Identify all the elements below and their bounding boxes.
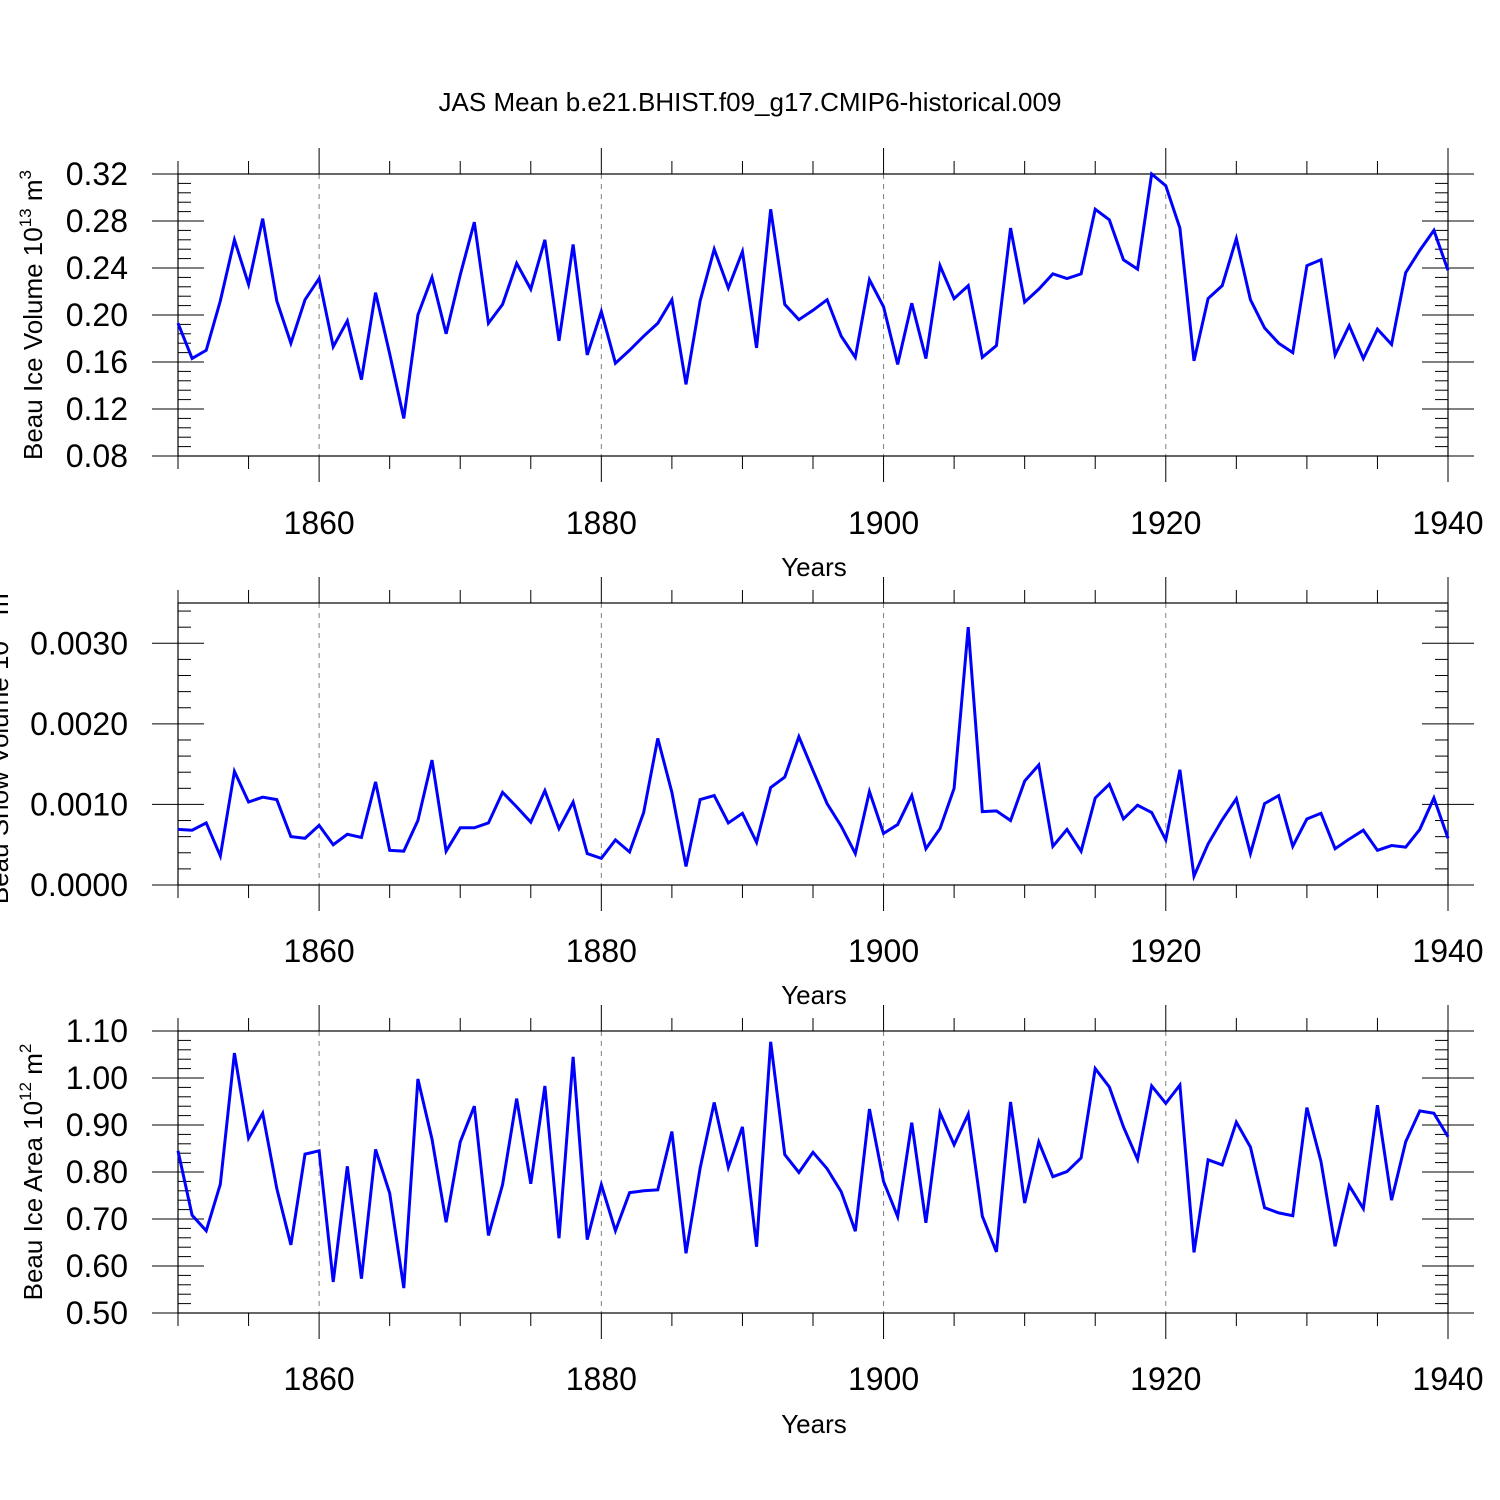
- x-tick-label: 1900: [848, 1361, 919, 1397]
- y-tick-label: 0.16: [66, 344, 128, 380]
- ice-volume-xlabel: Years: [781, 552, 847, 582]
- chart-title: JAS Mean b.e21.BHIST.f09_g17.CMIP6-histo…: [439, 87, 1062, 117]
- y-tick-label: 0.70: [66, 1201, 128, 1237]
- y-tick-label: 0.0020: [30, 706, 128, 742]
- y-tick-label: 0.0030: [30, 625, 128, 661]
- x-tick-label: 1940: [1412, 1361, 1483, 1397]
- series-line: [177, 627, 1450, 882]
- x-tick-label: 1920: [1130, 1361, 1201, 1397]
- x-tick-label: 1880: [566, 1361, 637, 1397]
- x-tick-label: 1860: [284, 1361, 355, 1397]
- series-line: [176, 1041, 1450, 1289]
- snow-volume-ylabel: Beau Snow Volume 1013 m3: [0, 584, 14, 904]
- y-tick-label: 0.28: [66, 203, 128, 239]
- ice-area-panel: Beau Ice Area 1012 m2 Years 1860 1880 1900…: [16, 1005, 1484, 1439]
- x-tick-label: 1860: [284, 505, 355, 541]
- x-tick-label: 1920: [1130, 505, 1201, 541]
- ice-area-ylabel: Beau Ice Area 1012 m2: [16, 1044, 48, 1301]
- x-tick-label: 1860: [284, 933, 355, 969]
- ice-volume-ylabel: Beau Ice Volume 1013 m3: [16, 170, 48, 460]
- x-tick-label: 1880: [566, 505, 637, 541]
- y-tick-label: 0.32: [66, 156, 128, 192]
- y-tick-label: 0.24: [66, 250, 128, 286]
- y-tick-label: 0.12: [66, 391, 128, 427]
- y-tick-label: 0.20: [66, 297, 128, 333]
- y-tick-label: 1.10: [66, 1013, 128, 1049]
- y-tick-label: 0.08: [66, 438, 128, 474]
- y-tick-label: 0.0010: [30, 786, 128, 822]
- x-tick-label: 1920: [1130, 933, 1201, 969]
- y-tick-label: 0.60: [66, 1248, 128, 1284]
- x-tick-label: 1940: [1412, 933, 1483, 969]
- ice-area-xlabel: Years: [781, 1409, 847, 1439]
- y-tick-label: 0.0000: [30, 867, 128, 903]
- x-tick-label: 1940: [1412, 505, 1483, 541]
- plot-frame: [177, 602, 1449, 886]
- snow-volume-panel: Beau Snow Volume 1013 m3 Years 1860 1880 1…: [0, 577, 1484, 1010]
- series-line: [176, 171, 1450, 419]
- x-tick-label: 1900: [848, 933, 919, 969]
- y-tick-label: 0.90: [66, 1107, 128, 1143]
- y-tick-label: 0.80: [66, 1154, 128, 1190]
- y-tick-label: 1.00: [66, 1060, 128, 1096]
- x-tick-label: 1900: [848, 505, 919, 541]
- x-tick-label: 1880: [566, 933, 637, 969]
- y-tick-label: 0.50: [66, 1295, 128, 1331]
- ice-volume-panel: Beau Ice Volume 1013 m3 Years 1860 1880 19…: [16, 148, 1484, 582]
- snow-volume-xlabel: Years: [781, 980, 847, 1010]
